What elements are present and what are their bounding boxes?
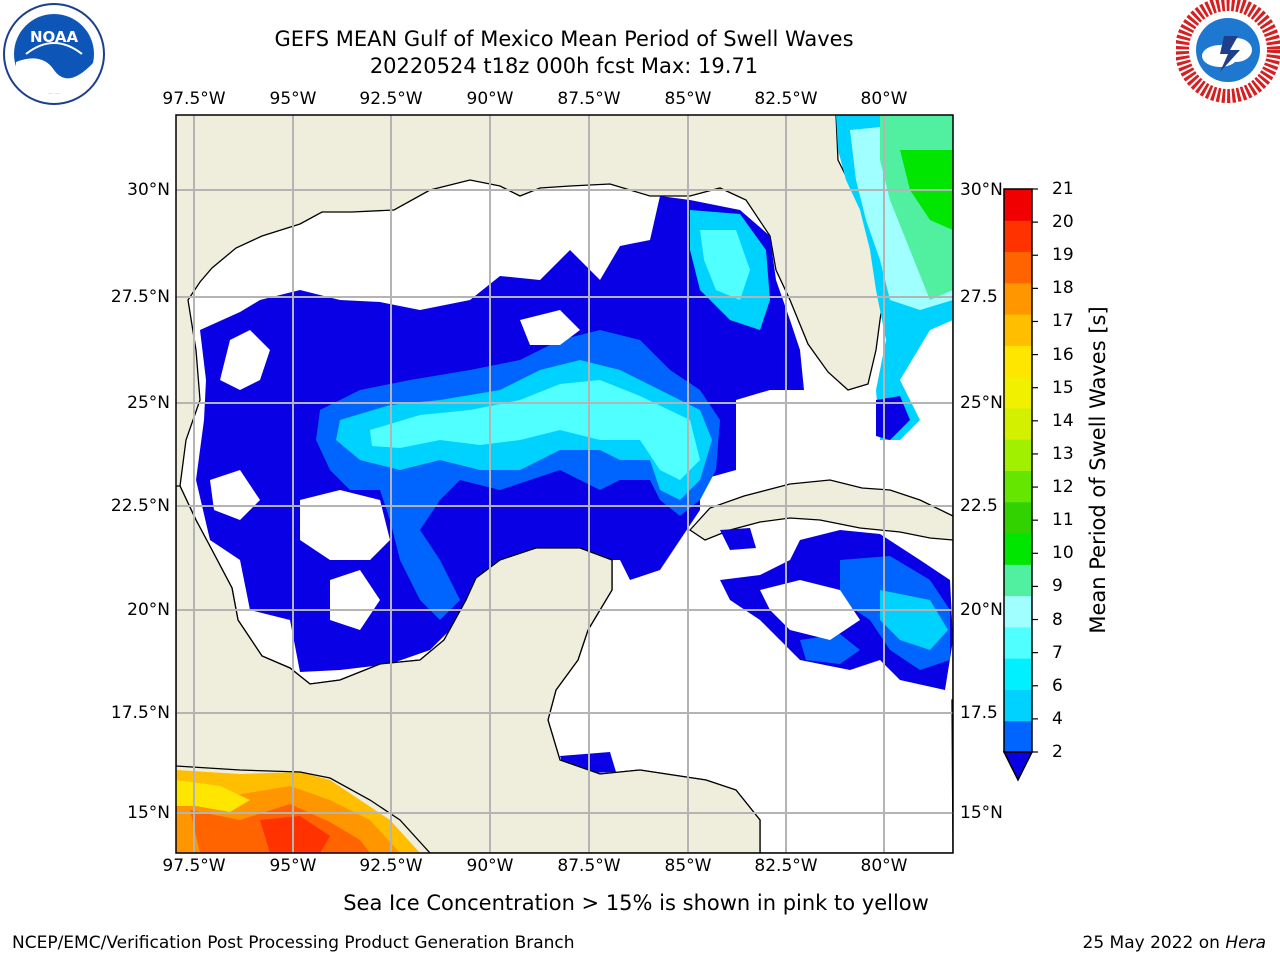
cuba-island <box>689 479 953 541</box>
colorbar-segment <box>1004 595 1032 628</box>
colorbar-segment <box>1004 189 1032 221</box>
colorbar-tick-label: 6 <box>1052 675 1063 696</box>
colorbar-frame <box>1003 188 1033 753</box>
lon-label-bottom: 97.5°W <box>162 856 226 876</box>
map-frame <box>175 114 954 854</box>
lat-label-left: 17.5°N <box>110 703 170 723</box>
lat-label-left: 30°N <box>127 180 170 200</box>
lat-label-left: 15°N <box>127 803 170 823</box>
lon-label-bottom: 80°W <box>860 856 908 876</box>
colorbar-tick-label: 13 <box>1052 443 1074 464</box>
colorbar-tick-label: 19 <box>1052 245 1074 266</box>
chart-title: GEFS MEAN Gulf of Mexico Mean Period of … <box>274 27 854 51</box>
colorbar-segment <box>1004 439 1032 471</box>
colorbar-segment <box>1004 501 1032 534</box>
colorbar-segment <box>1004 376 1032 409</box>
lat-label-left: 27.5°N <box>110 287 170 307</box>
lon-label-top: 80°W <box>860 89 908 109</box>
lat-label-left: 20°N <box>127 600 170 620</box>
lon-label-top: 87.5°W <box>557 89 621 109</box>
colorbar-segment <box>1004 282 1032 315</box>
colorbar-segment <box>1004 345 1032 378</box>
lon-label-top: 97.5°W <box>162 89 226 109</box>
lon-label-bottom: 82.5°W <box>754 856 818 876</box>
colorbar-tick-label: 18 <box>1052 278 1074 299</box>
lat-label-right: 17.5 <box>960 703 998 723</box>
colorbar-segment <box>1004 626 1032 659</box>
colorbar-segment <box>1004 658 1032 690</box>
lat-label-right: 20°N <box>960 600 1003 620</box>
colorbar-tick-label: 10 <box>1052 543 1074 564</box>
lon-label-bottom: 95°W <box>269 856 317 876</box>
lat-label-left: 25°N <box>127 393 170 413</box>
colorbar-segment <box>1004 220 1032 253</box>
swell-field <box>176 115 953 853</box>
lon-label-top: 85°W <box>664 89 712 109</box>
colorbar-tick-label: 20 <box>1052 212 1074 233</box>
lat-label-right: 30°N <box>960 180 1003 200</box>
colorbar-tick-label: 21 <box>1052 179 1074 199</box>
colorbar-tick-label: 16 <box>1052 344 1074 365</box>
colorbar-segment <box>1004 564 1032 597</box>
colorbar-segment <box>1004 251 1032 284</box>
colorbar-tick-label: 8 <box>1052 609 1063 630</box>
footer-date: 25 May 2022 on Hera <box>1083 933 1267 953</box>
sea-ice-caption: Sea Ice Concentration > 15% is shown in … <box>343 891 929 915</box>
lon-label-bottom: 85°W <box>664 856 712 876</box>
lon-label-top: 82.5°W <box>754 89 818 109</box>
gridlines <box>176 115 953 853</box>
footer-branch: NCEP/EMC/Verification Post Processing Pr… <box>12 933 575 953</box>
footer-host: Hera <box>1225 933 1266 953</box>
colorbar-segment <box>1004 407 1032 440</box>
lon-label-top: 92.5°W <box>359 89 423 109</box>
colorbar-tick-label: 9 <box>1052 576 1063 597</box>
colorbar-tick-label: 12 <box>1052 477 1074 498</box>
noaa-logo-text: NOAA <box>30 28 79 46</box>
colorbar-tick-label: 2 <box>1052 742 1063 762</box>
lon-label-top: 95°W <box>269 89 317 109</box>
chart-subtitle: 20220524 t18z 000h fcst Max: 19.71 <box>369 54 759 78</box>
colorbar-segment <box>1004 720 1032 753</box>
colorbar-segment <box>1004 470 1032 503</box>
colorbar-extend-triangle <box>1002 751 1034 782</box>
colorbar-tick-label: 17 <box>1052 311 1074 332</box>
colorbar-tick-label: 4 <box>1052 708 1063 729</box>
lon-label-top: 90°W <box>466 89 514 109</box>
colorbar-segment <box>1004 314 1032 346</box>
colorbar-label: Mean Period of Swell Waves [s] <box>1086 306 1110 634</box>
noaa-logo: NOAA <box>3 3 105 105</box>
lon-label-bottom: 87.5°W <box>557 856 621 876</box>
lat-label-left: 22.5°N <box>110 496 170 516</box>
colorbar-tick-label: 15 <box>1052 377 1074 398</box>
lat-label-right: 25°N <box>960 393 1003 413</box>
colorbar <box>1002 188 1038 782</box>
nws-logo <box>1176 0 1280 103</box>
lon-label-bottom: 92.5°W <box>359 856 423 876</box>
colorbar-tick-label: 14 <box>1052 410 1074 431</box>
lat-label-right: 27.5 <box>960 287 998 307</box>
lon-label-bottom: 90°W <box>466 856 514 876</box>
footer-date-text: 25 May 2022 on <box>1082 933 1226 953</box>
colorbar-segment <box>1004 689 1032 722</box>
lat-label-right: 15°N <box>960 803 1003 823</box>
central-america-land <box>176 485 761 853</box>
colorbar-tick-label: 11 <box>1052 510 1074 531</box>
lat-label-right: 22.5 <box>960 496 998 516</box>
colorbar-segment <box>1004 533 1032 565</box>
colorbar-tick-label: 7 <box>1052 642 1063 663</box>
